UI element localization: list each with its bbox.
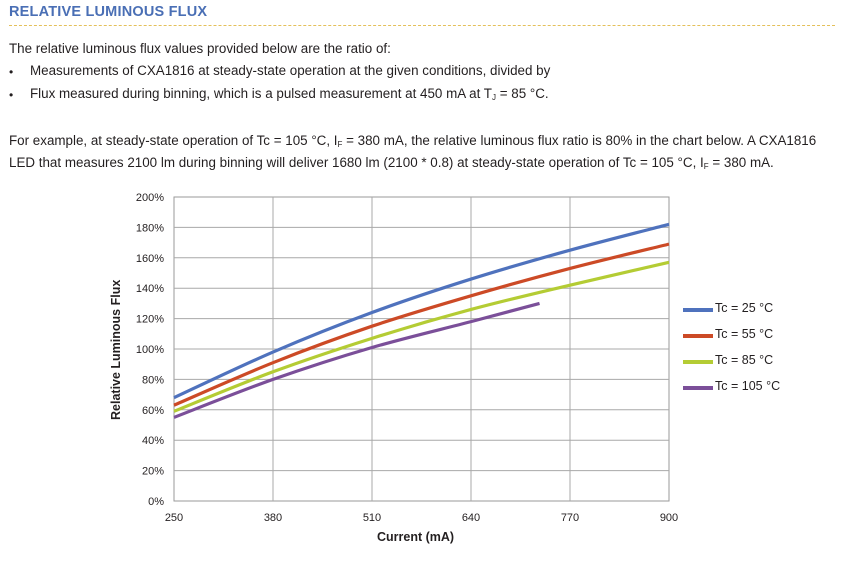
- y-tick-label: 40%: [142, 435, 164, 447]
- legend-label: Tc = 85 °C: [715, 353, 774, 367]
- example-line-1: For example, at steady-state operation o…: [9, 133, 817, 149]
- legend-swatch: [683, 360, 713, 364]
- legend-swatch: [683, 334, 713, 338]
- legend-swatch: [683, 386, 713, 390]
- bullet-item-1: Measurements of CXA1816 at steady-state …: [30, 63, 551, 78]
- y-axis-label: Relative Luminous Flux: [109, 279, 123, 420]
- legend-label: Tc = 25 °C: [715, 301, 774, 315]
- y-tick-label: 0%: [148, 496, 164, 508]
- y-tick-label: 60%: [142, 405, 164, 417]
- y-tick-label: 20%: [142, 466, 164, 478]
- series-line-2: [173, 242, 670, 407]
- title-divider: [9, 25, 835, 26]
- y-tick-label: 200%: [136, 192, 164, 204]
- x-axis-label: Current (mA): [377, 530, 455, 544]
- y-tick-label: 140%: [136, 283, 164, 295]
- x-tick-label: 770: [561, 512, 579, 524]
- bullet-marker: •: [9, 88, 14, 102]
- y-tick-label: 160%: [136, 253, 164, 265]
- x-tick-label: 250: [165, 512, 183, 524]
- section-title: RELATIVE LUMINOUS FLUX: [9, 4, 208, 20]
- bullet-item-2: Flux measured during binning, which is a…: [30, 86, 549, 102]
- x-tick-label: 640: [462, 512, 480, 524]
- series-line-4: [173, 301, 540, 419]
- x-tick-label: 380: [264, 512, 282, 524]
- series-line-1: [173, 222, 670, 400]
- legend-swatch: [683, 308, 713, 312]
- legend-label: Tc = 105 °C: [715, 379, 781, 393]
- x-tick-label: 900: [660, 512, 678, 524]
- intro-text: The relative luminous flux values provid…: [9, 41, 391, 56]
- x-tick-label: 510: [363, 512, 381, 524]
- y-tick-label: 180%: [136, 222, 164, 234]
- example-line-2: LED that measures 2100 lm during binning…: [9, 155, 774, 171]
- bullet-marker: •: [9, 65, 14, 79]
- y-tick-label: 80%: [142, 374, 164, 386]
- legend-label: Tc = 55 °C: [715, 327, 774, 341]
- y-tick-label: 120%: [136, 314, 164, 326]
- y-tick-label: 100%: [136, 344, 164, 356]
- series-line-3: [173, 260, 670, 413]
